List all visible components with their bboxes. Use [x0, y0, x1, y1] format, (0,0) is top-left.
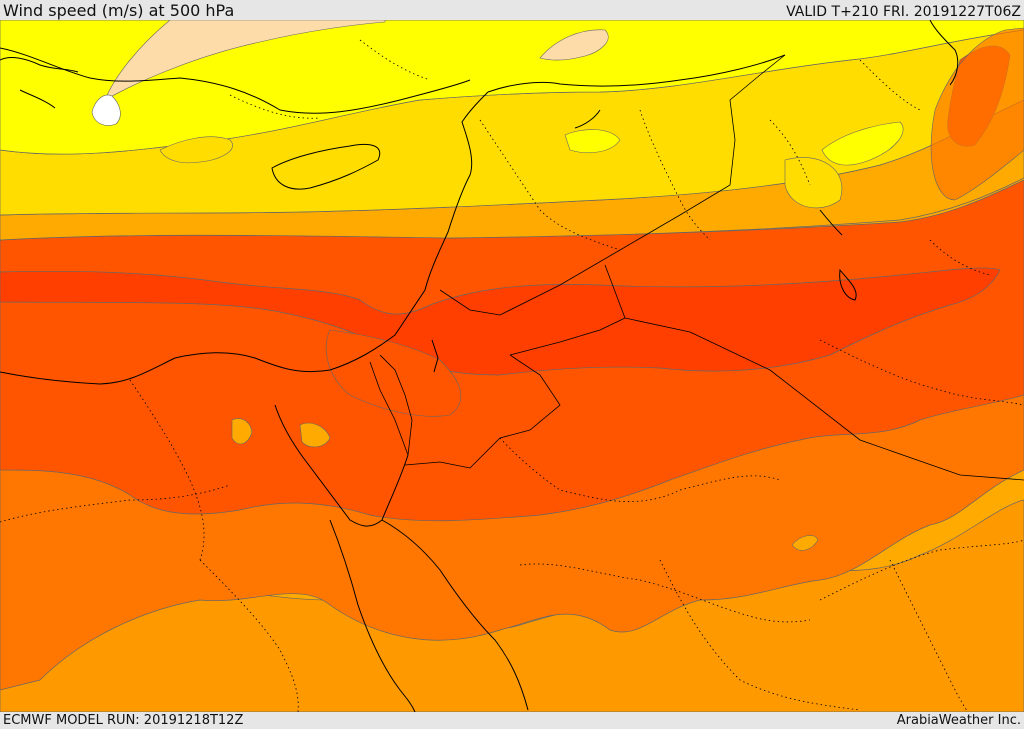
header-bar: Wind speed (m/s) at 500 hPa VALID T+210 …	[0, 0, 1024, 20]
band-pale	[104, 20, 386, 101]
calm-white-patch	[91, 94, 121, 126]
model-run-label: ECMWF MODEL RUN: 20191218T12Z	[3, 713, 244, 728]
credit-label: ArabiaWeather Inc.	[896, 713, 1021, 728]
gold-patch-eastern	[784, 157, 843, 209]
map-title: Wind speed (m/s) at 500 hPa	[3, 1, 235, 20]
wind-speed-map	[0, 20, 1024, 712]
footer-bar: ECMWF MODEL RUN: 20191218T12Z ArabiaWeat…	[0, 712, 1024, 729]
yellow-patch-iran	[821, 121, 904, 166]
amber-pocket-saudi	[791, 535, 819, 551]
valid-time-label: VALID T+210 FRI. 20191227T06Z	[786, 4, 1021, 20]
band-pale-east	[539, 29, 609, 61]
political-borders	[369, 54, 1024, 481]
band-red-orange-pocket	[325, 329, 462, 417]
internal-borders	[0, 39, 1024, 712]
jet-streak-zagros-outer	[930, 27, 1024, 201]
yellow-patch-iraq	[564, 129, 621, 153]
amber-pocket-nile	[299, 422, 331, 448]
coastlines	[0, 20, 959, 712]
gold-patch-anatolia	[159, 136, 233, 164]
amber-pocket-sinai	[231, 418, 253, 445]
